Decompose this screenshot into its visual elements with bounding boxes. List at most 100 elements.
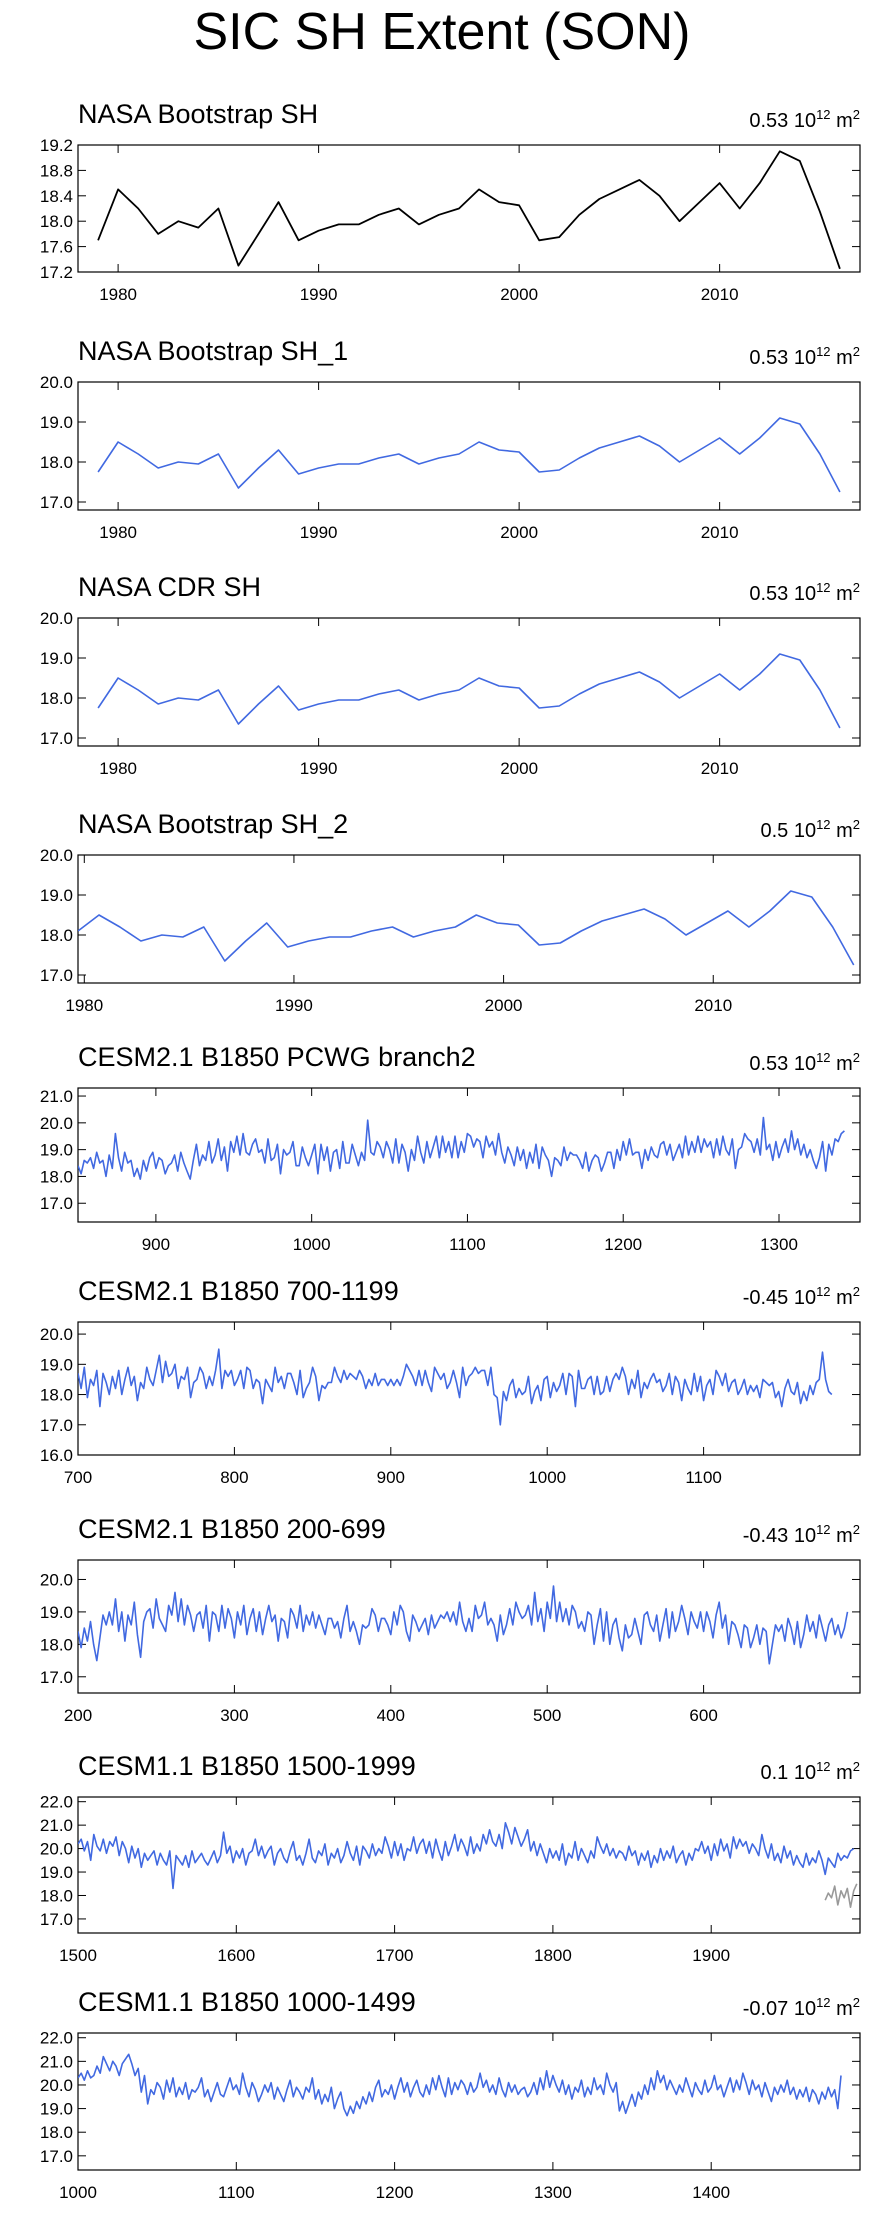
x-tick-label: 2000 — [485, 996, 523, 1015]
x-tick-label: 1980 — [65, 996, 103, 1015]
y-tick-label: 17.0 — [40, 729, 73, 748]
x-tick-label: 1100 — [218, 2183, 255, 2202]
series-line — [78, 2053, 842, 2117]
x-tick-label: 400 — [377, 1706, 405, 1725]
plot-frame — [77, 854, 861, 984]
x-tick-label: 1300 — [534, 2183, 572, 2202]
x-tick-label: 1600 — [217, 1946, 255, 1965]
y-tick-label: 18.0 — [40, 689, 73, 708]
y-tick-label: 18.0 — [40, 1167, 73, 1186]
y-tick-label: 17.6 — [40, 238, 73, 257]
trend-unit-exponent: 2 — [853, 1522, 860, 1537]
trend-exponent: 12 — [816, 344, 830, 359]
series-line — [97, 417, 841, 493]
series-line — [824, 1883, 858, 1908]
y-tick-label: 20.0 — [40, 1840, 73, 1859]
trend-exponent: 12 — [816, 1995, 830, 2010]
y-tick-label: 18.0 — [40, 1386, 73, 1405]
trend-label: -0.43 1012 m2 — [743, 1522, 860, 1547]
plot-frame — [77, 1796, 861, 1934]
trend-exponent: 12 — [816, 1284, 830, 1299]
x-tick-label: 900 — [377, 1468, 405, 1487]
trend-exponent: 12 — [816, 1759, 830, 1774]
trend-unit-exponent: 2 — [853, 817, 860, 832]
x-tick-label: 500 — [533, 1706, 561, 1725]
x-tick-label: 200 — [64, 1706, 92, 1725]
trend-label: -0.07 1012 m2 — [743, 1995, 860, 2020]
series-line — [78, 1348, 833, 1426]
x-tick-label: 1980 — [99, 285, 137, 304]
panel-8: CESM1.1 B1850 1500-1999 0.1 1012 m2 17.0 18… — [40, 1751, 861, 1965]
trend-exponent: 12 — [816, 580, 830, 595]
trend-unit: m — [831, 1525, 853, 1547]
y-tick-label: 17.0 — [40, 1194, 73, 1213]
y-tick-label: 18.8 — [40, 161, 73, 180]
trend-label: 0.53 1012 m2 — [749, 107, 860, 132]
y-tick-label: 19.0 — [40, 886, 73, 905]
series-line — [78, 1116, 845, 1180]
plot-frame — [77, 1087, 861, 1223]
plot-frame — [77, 2032, 861, 2171]
plot-frame — [77, 1559, 861, 1694]
y-tick-label: 18.0 — [40, 212, 73, 231]
trend-unit-exponent: 2 — [853, 107, 860, 122]
plot-frame — [77, 381, 861, 511]
x-tick-label: 1300 — [760, 1235, 798, 1254]
y-tick-label: 17.0 — [40, 1910, 73, 1929]
trend-exponent: 12 — [816, 817, 830, 832]
y-tick-label: 19.2 — [40, 136, 73, 155]
trend-unit-exponent: 2 — [853, 1284, 860, 1299]
series-line — [78, 1822, 855, 1890]
x-tick-label: 1990 — [300, 285, 338, 304]
trend-unit-exponent: 2 — [853, 344, 860, 359]
y-tick-label: 19.0 — [40, 1603, 73, 1622]
y-tick-label: 20.0 — [40, 1114, 73, 1133]
trend-label: 0.53 1012 m2 — [749, 344, 860, 369]
panel-title: CESM1.1 B1850 1500-1999 — [78, 1751, 416, 1781]
y-tick-label: 17.2 — [40, 263, 73, 282]
trend-value: 0.53 10 — [749, 347, 816, 369]
y-tick-label: 20.0 — [40, 609, 73, 628]
trend-value: 0.53 10 — [749, 110, 816, 132]
y-tick-label: 17.0 — [40, 2147, 73, 2166]
x-tick-label: 2000 — [500, 523, 538, 542]
panel-4: NASA Bootstrap SH_2 0.5 1012 m2 17.0 18.0 19… — [40, 809, 861, 1015]
y-tick-label: 18.0 — [40, 926, 73, 945]
y-tick-label: 21.0 — [40, 2052, 73, 2071]
y-tick-label: 18.0 — [40, 2123, 73, 2142]
y-tick-label: 19.0 — [40, 1863, 73, 1882]
trend-unit: m — [831, 1998, 853, 2020]
trend-unit-exponent: 2 — [853, 580, 860, 595]
panel-title: NASA CDR SH — [78, 572, 261, 602]
x-tick-label: 1100 — [449, 1235, 486, 1254]
x-tick-label: 1000 — [528, 1468, 566, 1487]
y-tick-label: 17.0 — [40, 493, 73, 512]
trend-label: 0.53 1012 m2 — [749, 1050, 860, 1075]
trend-value: -0.07 10 — [743, 1998, 816, 2020]
panel-3: NASA CDR SH 0.53 1012 m2 17.0 18.0 19.0 20.0 1… — [40, 572, 861, 778]
series-line — [78, 890, 855, 966]
x-tick-label: 1990 — [275, 996, 313, 1015]
trend-unit: m — [831, 110, 853, 132]
trend-value: 0.53 10 — [749, 583, 816, 605]
x-tick-label: 1980 — [99, 523, 137, 542]
x-tick-label: 2000 — [500, 285, 538, 304]
y-tick-label: 22.0 — [40, 1793, 73, 1812]
x-tick-label: 1900 — [692, 1946, 730, 1965]
x-tick-label: 2000 — [500, 759, 538, 778]
x-tick-label: 1200 — [604, 1235, 642, 1254]
x-tick-label: 2010 — [701, 523, 739, 542]
trend-unit-exponent: 2 — [853, 1050, 860, 1065]
x-tick-label: 1100 — [685, 1468, 722, 1487]
y-tick-label: 19.0 — [40, 649, 73, 668]
series-line — [97, 150, 841, 270]
y-tick-label: 21.0 — [40, 1087, 73, 1106]
figure-title: SIC SH Extent (SON) — [193, 3, 691, 61]
x-tick-label: 1980 — [99, 759, 137, 778]
trend-unit: m — [831, 820, 853, 842]
trend-unit: m — [831, 1762, 853, 1784]
panel-title: CESM2.1 B1850 700-1199 — [78, 1276, 399, 1306]
x-tick-label: 1990 — [300, 759, 338, 778]
trend-unit: m — [831, 583, 853, 605]
